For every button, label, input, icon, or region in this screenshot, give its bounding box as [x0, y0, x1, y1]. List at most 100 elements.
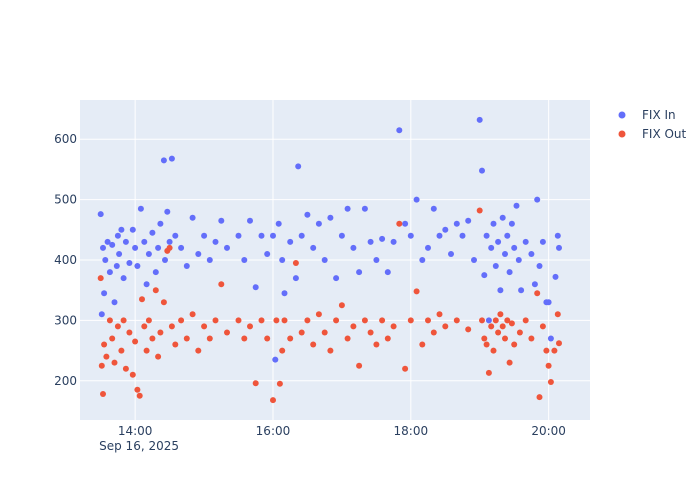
data-point — [98, 362, 105, 369]
data-point — [106, 317, 113, 324]
data-point — [270, 232, 276, 239]
data-point — [528, 251, 535, 257]
data-point — [515, 257, 522, 263]
x-tick-label: 16:00 — [256, 424, 291, 438]
data-point — [201, 232, 208, 239]
data-point — [430, 329, 437, 336]
data-point — [504, 317, 511, 324]
data-point — [166, 238, 173, 245]
data-point — [126, 260, 133, 266]
data-point — [102, 257, 109, 263]
data-point — [442, 323, 449, 330]
data-point — [122, 238, 129, 245]
data-point — [373, 341, 380, 348]
data-point — [436, 232, 443, 239]
data-point — [497, 287, 504, 294]
data-point — [298, 232, 305, 239]
data-point — [116, 251, 123, 257]
data-point — [264, 251, 271, 257]
data-point — [241, 257, 248, 263]
data-point — [155, 244, 162, 251]
data-point — [118, 347, 125, 354]
data-point — [531, 281, 538, 288]
data-point — [114, 232, 121, 239]
data-point — [183, 263, 190, 269]
y-tick-label: 200 — [54, 374, 77, 388]
data-point — [258, 317, 265, 324]
data-point — [425, 244, 431, 251]
axes: 14:00 16:00 18:00 20:00 Sep 16, 2025 200 300 40… — [54, 132, 566, 453]
data-point — [453, 220, 460, 227]
data-point — [276, 380, 283, 387]
data-point — [218, 281, 225, 288]
data-point — [143, 281, 150, 288]
data-point — [109, 241, 116, 248]
data-point — [539, 323, 546, 330]
data-point — [281, 317, 288, 324]
data-point — [413, 288, 420, 295]
data-point — [145, 251, 152, 257]
legend[interactable]: FIX In FIX Out — [618, 108, 687, 141]
data-point — [556, 244, 562, 251]
data-point — [551, 347, 558, 354]
data-point — [465, 217, 472, 224]
y-tick-label: 400 — [54, 253, 77, 267]
data-point — [504, 232, 511, 239]
data-point — [483, 341, 490, 348]
data-point — [145, 317, 152, 324]
data-point — [490, 220, 497, 227]
data-point — [172, 232, 179, 239]
legend-item-fix-out[interactable]: FIX Out — [618, 127, 687, 141]
legend-item-fix-in[interactable]: FIX In — [618, 108, 676, 122]
x-date-label: Sep 16, 2025 — [99, 439, 179, 453]
data-point — [315, 220, 322, 227]
data-point — [155, 353, 162, 360]
data-point — [178, 317, 185, 324]
data-point — [101, 341, 108, 348]
data-point — [516, 329, 523, 336]
data-point — [100, 244, 106, 251]
data-point — [465, 326, 472, 333]
data-point — [407, 317, 414, 324]
data-point — [132, 338, 139, 345]
data-point — [495, 329, 502, 336]
data-point — [367, 329, 374, 336]
data-point — [111, 359, 118, 366]
data-point — [552, 273, 559, 280]
data-point — [281, 290, 288, 297]
data-point — [168, 155, 175, 162]
data-point — [101, 290, 108, 297]
data-point — [511, 341, 518, 348]
data-point — [235, 232, 242, 239]
x-tick-label: 14:00 — [118, 424, 153, 438]
data-point — [356, 269, 363, 276]
data-point — [356, 362, 363, 369]
data-point — [134, 263, 141, 269]
data-point — [304, 211, 311, 218]
data-point — [522, 317, 529, 324]
data-point — [448, 251, 454, 257]
data-point — [502, 335, 508, 342]
series-fix-out — [97, 207, 562, 404]
data-point — [275, 220, 282, 227]
data-point — [152, 287, 159, 294]
data-point — [344, 335, 351, 342]
data-point — [134, 386, 141, 393]
data-point — [513, 202, 520, 209]
data-point — [407, 232, 414, 239]
data-point — [413, 196, 420, 203]
data-point — [459, 232, 466, 239]
legend-label: FIX Out — [642, 127, 687, 141]
data-point — [109, 335, 116, 342]
data-point — [425, 317, 431, 324]
data-point — [97, 211, 104, 218]
data-point — [492, 263, 499, 269]
data-point — [350, 244, 357, 251]
data-point — [279, 257, 286, 263]
data-point — [189, 311, 196, 318]
data-point — [201, 323, 208, 330]
data-point — [361, 205, 368, 212]
data-point — [113, 263, 120, 269]
data-point — [218, 217, 225, 224]
data-point — [206, 257, 213, 263]
